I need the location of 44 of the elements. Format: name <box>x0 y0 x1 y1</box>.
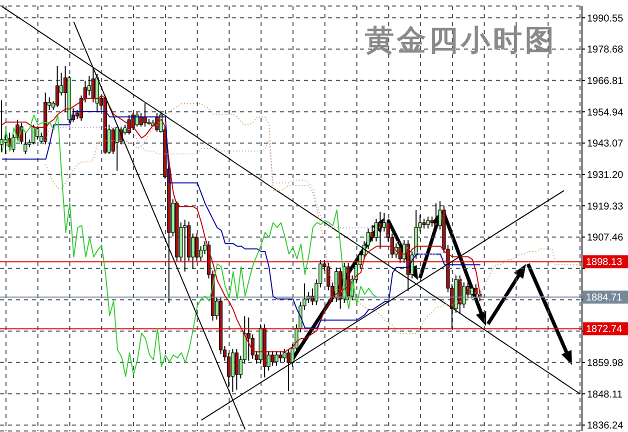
candlestick <box>195 233 199 262</box>
candlestick <box>278 350 282 362</box>
y-tick-label: 1859.98 <box>587 358 624 369</box>
candlestick <box>462 282 466 308</box>
y-tick-label: 1990.55 <box>587 13 624 24</box>
candlestick <box>422 218 426 230</box>
candlestick <box>87 75 91 96</box>
candlestick <box>115 126 119 172</box>
candlestick <box>286 348 290 392</box>
y-tick-label: 1907.46 <box>587 232 624 244</box>
y-tick-label: 1978.68 <box>587 44 624 56</box>
candlestick <box>127 114 131 136</box>
line-series <box>45 103 581 334</box>
y-tick-label: 1848.11 <box>587 389 623 400</box>
candlestick <box>234 348 238 390</box>
candlestick <box>378 211 382 250</box>
y-tick-label: 1931.20 <box>587 170 624 181</box>
ref-line-label: 1898.13 <box>586 257 623 268</box>
line-series <box>1 114 378 377</box>
candlestick <box>135 112 139 128</box>
y-tick-label: 1836.24 <box>587 420 624 432</box>
candlestick <box>426 216 430 230</box>
candlestick <box>183 219 187 272</box>
ref-line-label: 1884.71 <box>586 292 623 304</box>
candlestick <box>0 100 4 153</box>
y-tick-label: 1943.07 <box>587 138 624 150</box>
candlestick <box>270 350 274 366</box>
candlestick <box>230 348 235 392</box>
candlestick <box>143 102 147 128</box>
candlestick <box>274 350 278 366</box>
candlestick <box>370 224 374 242</box>
y-tick-label: 1954.94 <box>587 107 624 118</box>
y-tick-label: 1919.33 <box>587 201 624 212</box>
candlestick <box>282 348 286 362</box>
candlestick <box>4 134 8 155</box>
candlestick <box>91 68 95 103</box>
candlestick <box>246 316 250 362</box>
ref-line-label: 1872.74 <box>586 324 623 336</box>
candlestick <box>32 124 36 145</box>
y-tick-label: 1966.81 <box>587 76 624 87</box>
candlestick <box>36 126 40 140</box>
text: 黄金四小时图 <box>364 23 557 57</box>
candlestick <box>226 352 231 388</box>
candlestick <box>56 65 60 108</box>
